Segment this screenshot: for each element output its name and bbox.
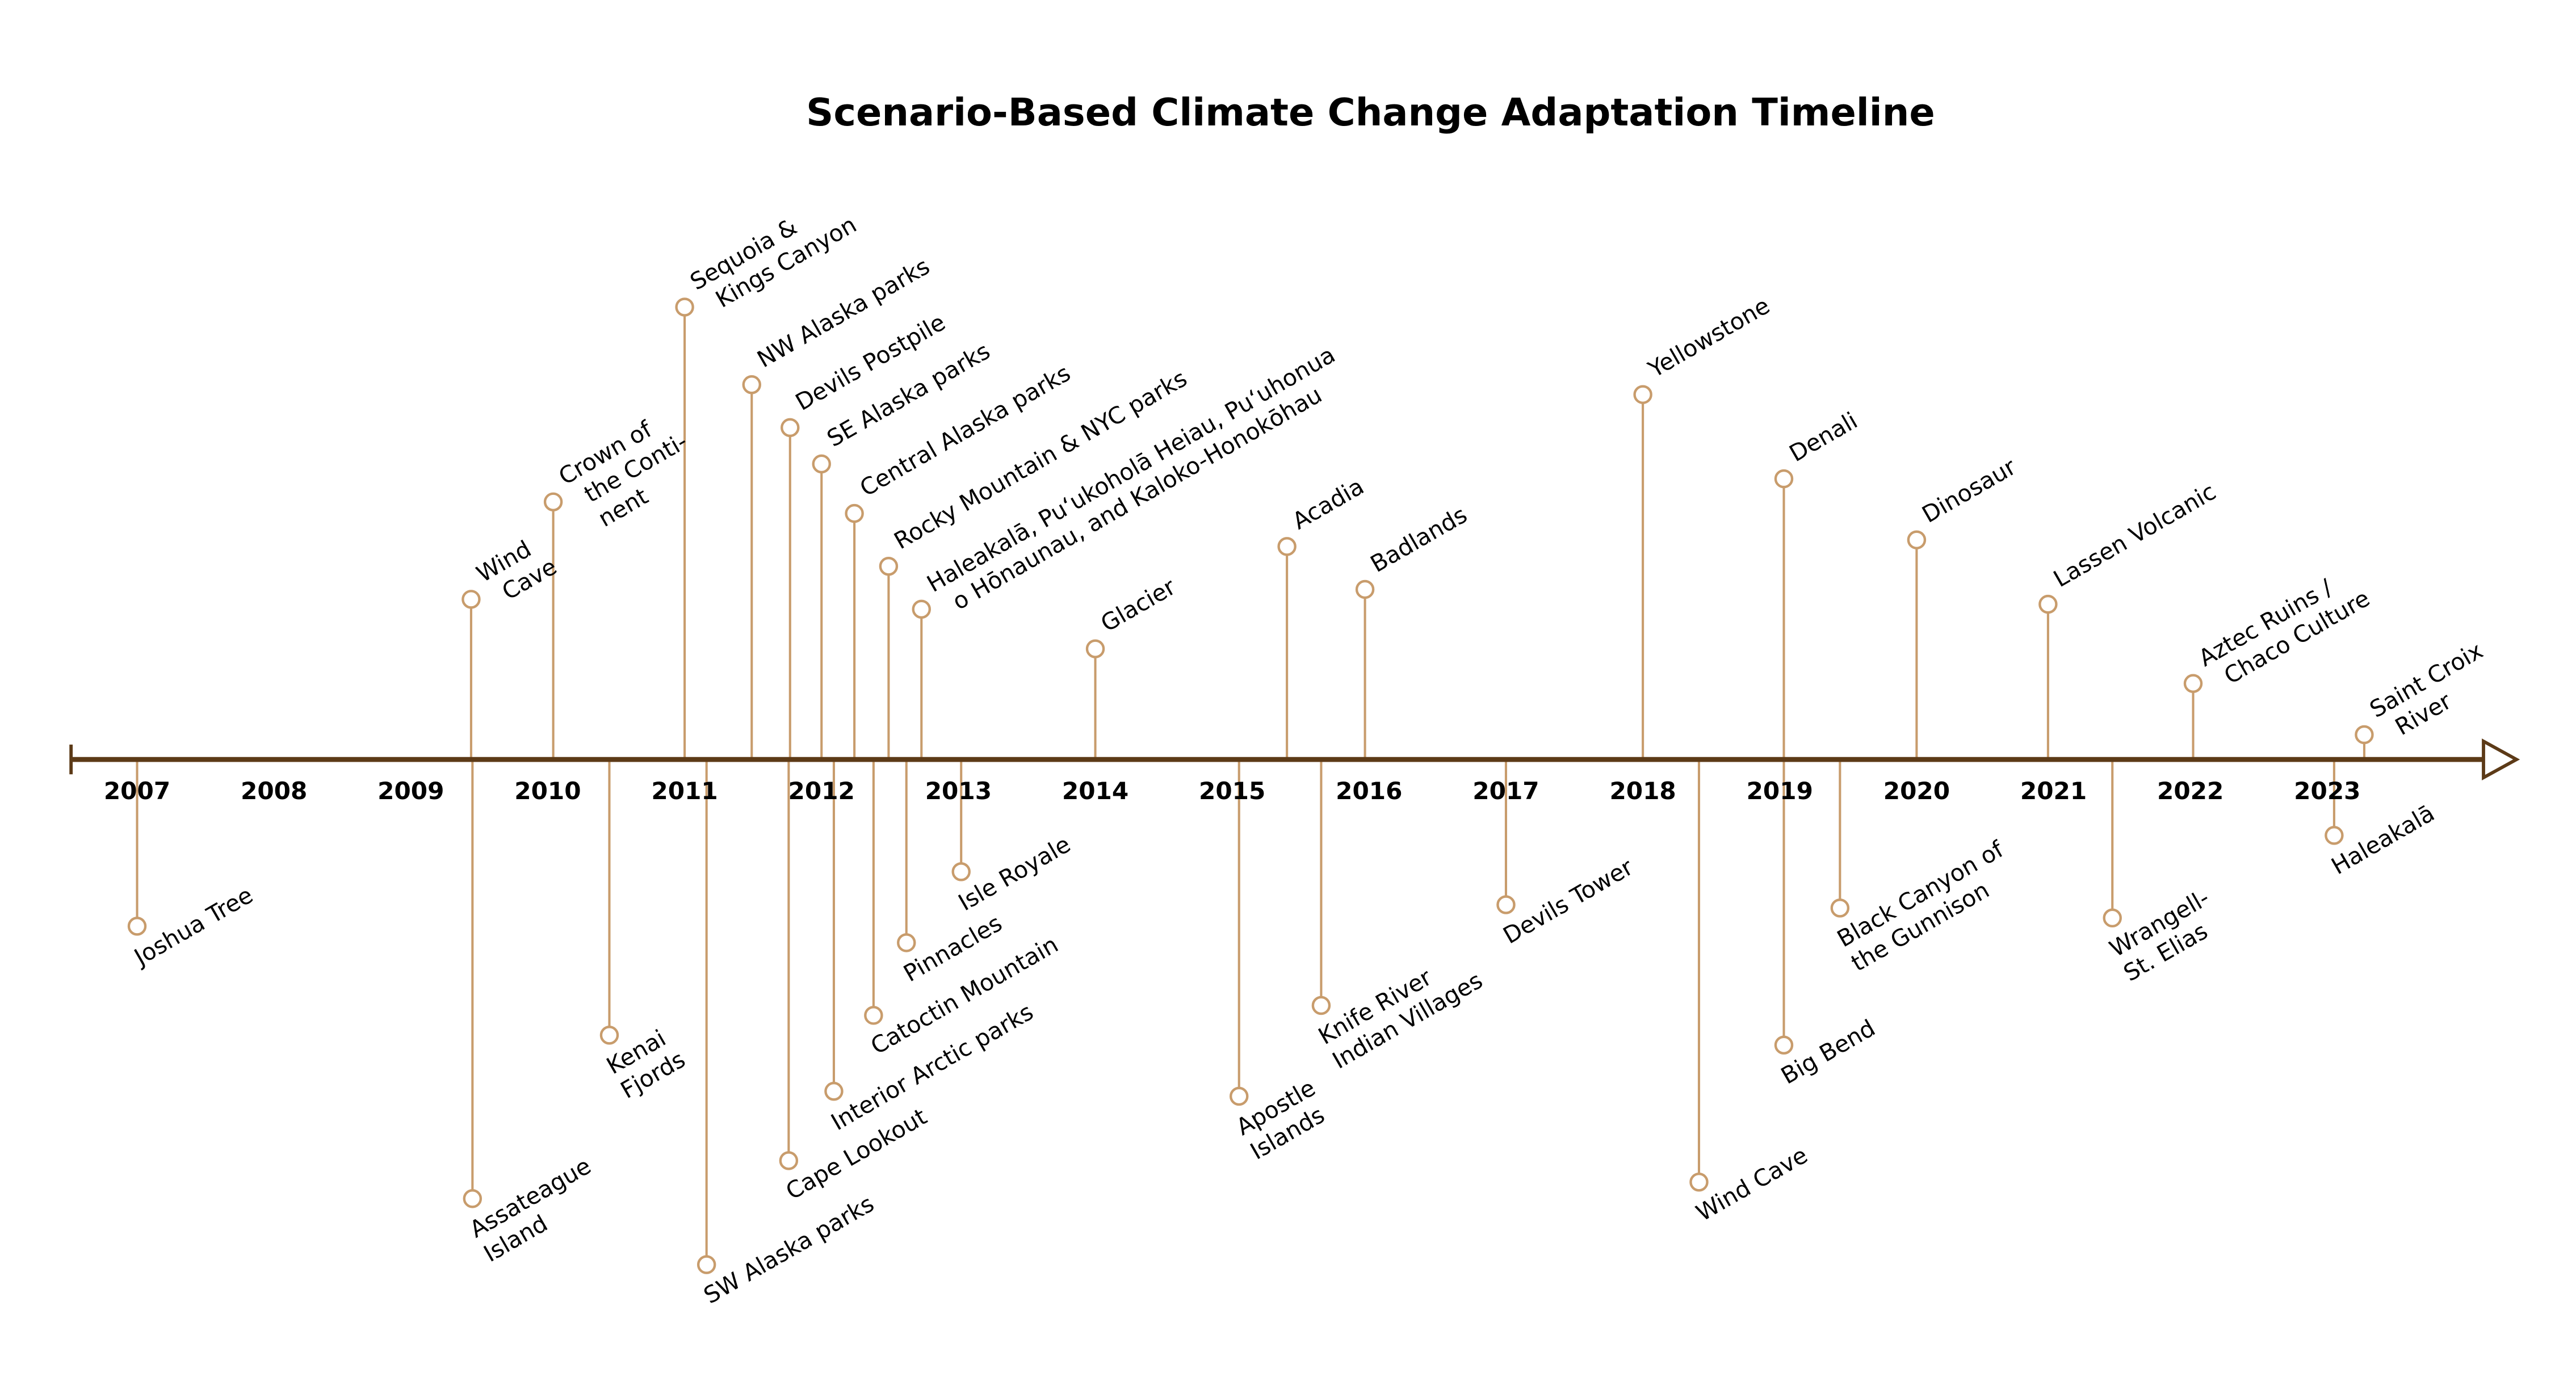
year-tick-label: 2015 — [1199, 777, 1265, 805]
year-tick-label: 2013 — [925, 777, 992, 805]
event-marker — [742, 375, 761, 394]
event-marker — [1311, 996, 1331, 1015]
year-tick-label: 2021 — [2020, 777, 2087, 805]
event-label: Crown ofthe Conti-nent — [554, 403, 706, 539]
event-label-line: Isle Royale — [954, 830, 1075, 916]
year-tick-label: 2019 — [1747, 777, 1813, 805]
year-tick-label: 2022 — [2157, 777, 2223, 805]
event-marker — [2183, 674, 2203, 693]
event-marker — [1085, 639, 1105, 658]
event-marker — [1277, 537, 1297, 556]
event-label: AssateagueIsland — [465, 1152, 610, 1267]
year-tick-label: 2011 — [651, 777, 718, 805]
event-label: Badlands — [1366, 501, 1472, 578]
event-marker — [1355, 579, 1375, 599]
year-tick-label: 2017 — [1472, 777, 1539, 805]
event-label-line: Lassen Volcanic — [2049, 478, 2221, 593]
event-label: Glacier — [1096, 573, 1180, 637]
event-marker — [812, 454, 831, 474]
event-label: SW Alaska parks — [699, 1190, 878, 1309]
year-tick-label: 2020 — [1883, 777, 1950, 805]
event-label-line: Glacier — [1096, 573, 1180, 637]
event-marker — [1830, 898, 1850, 918]
event-marker — [864, 1006, 883, 1025]
event-label: Yellowstone — [1643, 292, 1774, 383]
year-tick-label: 2007 — [104, 777, 170, 805]
event-marker — [2038, 594, 2058, 614]
event-label-line: SW Alaska parks — [699, 1190, 878, 1309]
event-marker — [1907, 530, 1927, 549]
event-marker — [675, 297, 694, 317]
event-marker — [1774, 469, 1794, 489]
event-label-line: Haleakalā, Puʻukoholā Heiau, Puʻuhonua — [922, 341, 1340, 598]
event-marker — [1633, 385, 1652, 404]
event-label: Isle Royale — [954, 830, 1075, 916]
event-marker — [1774, 1035, 1794, 1055]
event-label: Acadia — [1288, 473, 1369, 535]
event-marker — [1689, 1173, 1709, 1192]
event-marker — [879, 557, 899, 576]
event-label: Aztec Ruins /Chaco Culture — [2194, 560, 2374, 696]
event-marker — [127, 917, 147, 936]
event-label: Devils Tower — [1499, 853, 1638, 949]
event-label: Sequoia &Kings Canyon — [685, 186, 861, 320]
event-label: Knife RiverIndian Villages — [1314, 942, 1487, 1074]
year-tick-label: 2018 — [1609, 777, 1676, 805]
event-label: Denali — [1785, 407, 1862, 467]
event-label: Haleakalā — [2327, 799, 2439, 880]
event-marker — [1496, 895, 1516, 914]
event-label: Lassen Volcanic — [2049, 478, 2221, 593]
year-tick-label: 2008 — [241, 777, 307, 805]
chart-title: Scenario-Based Climate Change Adaptation… — [806, 90, 1935, 135]
event-marker — [543, 492, 563, 512]
event-label-line: Yellowstone — [1643, 292, 1774, 383]
event-label: Black Canyon ofthe Gunnison — [1832, 835, 2023, 977]
event-label-line: Joshua Tree — [128, 881, 258, 972]
event-marker — [2325, 826, 2344, 845]
event-marker — [824, 1082, 844, 1101]
event-label: Wrangell-St. Elias — [2105, 884, 2228, 986]
year-tick-label: 2012 — [788, 777, 855, 805]
event-marker — [2355, 725, 2374, 745]
event-label-line: Central Alaska parks — [855, 359, 1075, 502]
event-marker — [462, 590, 481, 609]
event-label-line: Denali — [1785, 407, 1862, 467]
event-marker — [463, 1189, 483, 1208]
year-tick-label: 2023 — [2294, 777, 2360, 805]
axis-arrowhead — [2482, 738, 2520, 780]
year-tick-label: 2009 — [377, 777, 444, 805]
event-label: Dinosaur — [1918, 453, 2021, 528]
event-label: Central Alaska parks — [855, 359, 1075, 502]
event-marker — [2103, 908, 2122, 928]
event-marker — [951, 862, 971, 881]
event-label-line: Big Bend — [1776, 1014, 1879, 1090]
event-marker — [912, 599, 932, 619]
event-label-line: Dinosaur — [1918, 453, 2021, 528]
event-marker — [897, 933, 916, 952]
event-label: Wind Cave — [1692, 1141, 1813, 1227]
event-label-line: Acadia — [1288, 473, 1369, 535]
year-tick-label: 2010 — [514, 777, 581, 805]
event-marker — [1230, 1086, 1249, 1106]
year-tick-label: 2014 — [1062, 777, 1128, 805]
event-label: ApostleIslands — [1232, 1074, 1335, 1165]
event-label: Joshua Tree — [128, 881, 258, 972]
event-label-line: Haleakalā — [2327, 799, 2439, 880]
event-label-line: Badlands — [1366, 501, 1472, 578]
event-marker — [599, 1026, 619, 1045]
event-label: Big Bend — [1776, 1014, 1879, 1090]
event-marker — [845, 503, 864, 523]
event-marker — [781, 418, 800, 438]
event-label-line: Devils Tower — [1499, 853, 1638, 949]
event-label: Saint CroixRiver — [2365, 637, 2501, 747]
event-marker — [779, 1151, 799, 1170]
event-label: WindCave — [472, 528, 561, 612]
year-tick-label: 2016 — [1336, 777, 1402, 805]
event-label-line: Wind Cave — [1692, 1141, 1813, 1227]
event-marker — [697, 1255, 716, 1274]
